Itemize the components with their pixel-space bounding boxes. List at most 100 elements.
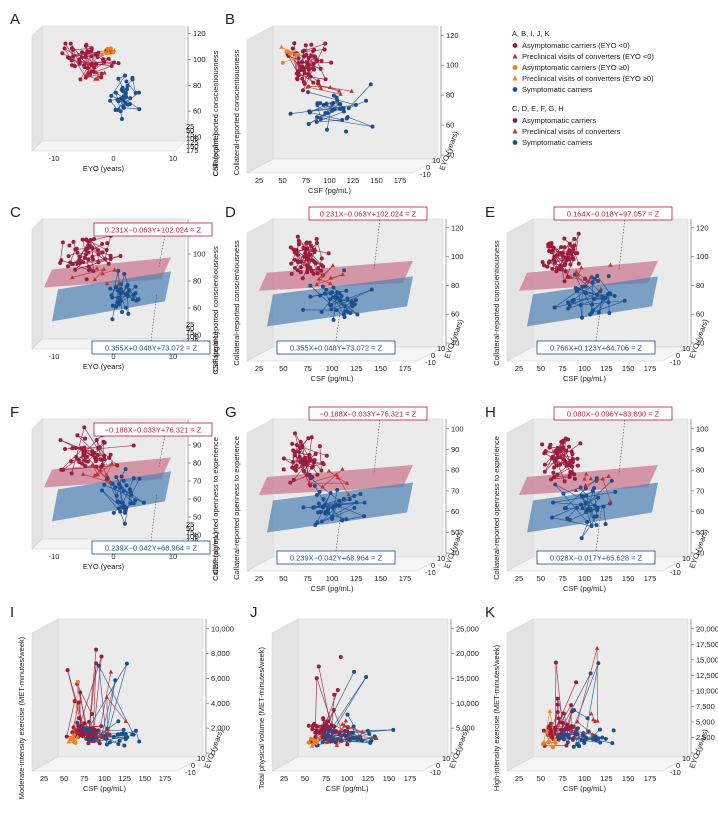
trajectory-line — [69, 249, 76, 263]
data-point — [572, 708, 577, 713]
data-point — [580, 506, 585, 511]
z-tick-label: 60 — [193, 495, 201, 504]
data-point — [98, 457, 103, 462]
data-point — [100, 241, 105, 246]
x-tick-label: 50 — [60, 774, 68, 783]
trajectory-line — [76, 683, 93, 715]
x-tick-label: 150 — [622, 574, 635, 583]
panel-letter: C — [10, 204, 21, 221]
trajectory-line — [126, 293, 129, 314]
trajectory-line — [66, 701, 76, 737]
z-tick-label: 60 — [451, 310, 459, 319]
data-point — [102, 457, 107, 462]
data-point-triangle — [90, 462, 95, 467]
z-tick-label: 80 — [451, 281, 459, 290]
data-point — [301, 307, 306, 312]
x-tick-label: 125 — [600, 364, 613, 373]
data-point — [572, 236, 577, 241]
y-tick-label: 125 — [186, 336, 199, 345]
data-point — [317, 444, 322, 449]
y-tick-label: 50 — [186, 126, 194, 135]
equation-blue: 0.028X−0.017Y+65.628 = Z — [550, 554, 643, 563]
z-tick-label: 8,000 — [211, 649, 230, 658]
data-point — [306, 740, 311, 745]
data-point — [575, 251, 580, 256]
data-point — [320, 284, 325, 289]
trajectory-line — [554, 278, 595, 308]
trajectory-line — [553, 475, 570, 478]
trajectory-line — [298, 62, 332, 64]
trajectory-line — [113, 502, 124, 514]
side-wall — [31, 25, 43, 152]
x-tick-label: 25 — [515, 574, 523, 583]
x-axis-label: CSF (pg/mL) — [563, 784, 606, 793]
x-tick-label: 150 — [370, 176, 383, 185]
trajectory-line — [580, 300, 625, 306]
x-tick-label: 100 — [98, 774, 111, 783]
trajectory-line — [316, 492, 332, 523]
data-point — [315, 472, 320, 477]
trajectory-line — [573, 233, 579, 250]
y-tick-label: 125 — [186, 536, 199, 545]
trajectory-line — [330, 734, 345, 737]
y-tick-label: 75 — [186, 528, 194, 537]
z-axis-label: Total physical volume (MET-minutes/week) — [257, 646, 266, 789]
data-point-triangle — [547, 708, 553, 713]
trajectory-line — [94, 269, 105, 280]
equation-box-red — [308, 406, 428, 421]
y-tick-label: 0 — [431, 351, 435, 360]
data-point-triangle — [328, 275, 333, 280]
trajectory-line — [308, 64, 321, 70]
trajectory-line — [336, 735, 351, 746]
data-point — [122, 510, 127, 515]
trajectory-line — [322, 469, 343, 488]
regression-plane-red — [259, 464, 413, 495]
trajectory-line — [316, 116, 373, 128]
trajectory-line — [72, 49, 92, 57]
data-point-triangle — [588, 476, 593, 481]
trajectory-line — [281, 46, 299, 56]
trajectory-line — [98, 665, 134, 735]
y-tick-label: 10 — [442, 754, 450, 763]
data-point — [368, 82, 373, 87]
trajectory-line — [75, 656, 102, 737]
z-tick-label: 120 — [446, 31, 459, 40]
trajectory-line — [76, 722, 119, 745]
equation-blue: 0.766X+0.123Y+64.706 = Z — [550, 344, 643, 353]
data-point-triangle — [106, 50, 112, 55]
data-point — [85, 246, 90, 251]
data-point — [309, 53, 314, 58]
trajectory-line — [330, 293, 345, 315]
trajectory-line — [342, 723, 363, 733]
y-tick-label: 10 — [682, 554, 690, 563]
equation-box-red — [553, 406, 673, 421]
data-point-triangle — [584, 471, 589, 476]
trajectory-line — [79, 255, 121, 264]
data-point — [122, 743, 127, 748]
data-point — [309, 42, 314, 47]
x-tick-label: 150 — [622, 774, 635, 783]
data-point — [312, 54, 317, 59]
side-wall — [31, 218, 43, 350]
data-point-triangle — [608, 262, 613, 267]
trajectory-line — [560, 265, 565, 282]
trajectory-line — [90, 51, 115, 63]
data-point — [331, 93, 336, 98]
z-tick-label: 90 — [451, 445, 459, 454]
data-point-triangle — [594, 645, 600, 650]
panel-letter: G — [225, 404, 237, 421]
trajectory-line — [72, 731, 91, 734]
trajectory-line — [294, 441, 302, 456]
trajectory-line — [551, 242, 561, 254]
panel-h: H 40 50 60 70 80 90 100 Collateral-reported open… — [485, 404, 710, 593]
data-point — [547, 445, 552, 450]
x-tick-label: 175 — [394, 176, 407, 185]
z-tick-label: 80 — [696, 466, 704, 475]
data-point — [555, 455, 560, 460]
x-tick-label: 50 — [279, 574, 287, 583]
trajectory-line — [294, 242, 318, 269]
x-tick-label: 75 — [322, 774, 330, 783]
legend-label: Preclinical visits of converters (EYO <0… — [522, 52, 654, 61]
panel-letter: K — [485, 604, 495, 621]
